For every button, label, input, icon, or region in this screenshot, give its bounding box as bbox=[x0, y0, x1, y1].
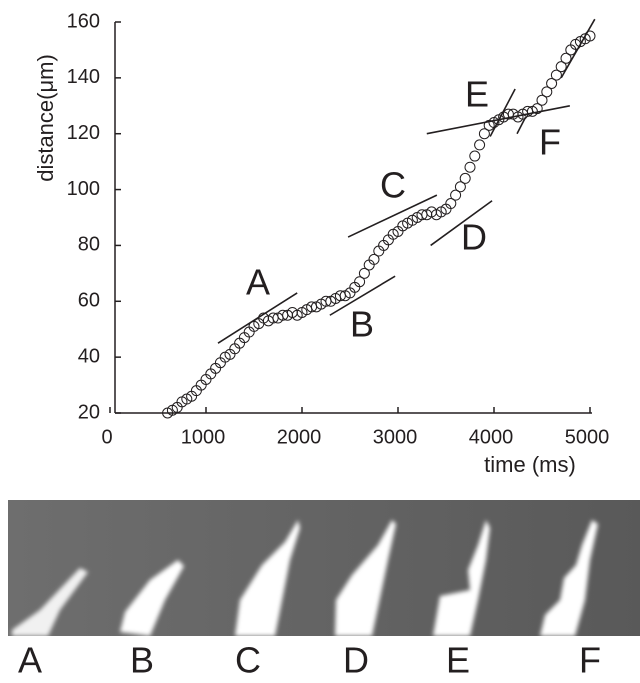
y-tick-label: 120 bbox=[67, 122, 100, 144]
x-tick-label: 1000 bbox=[181, 426, 226, 448]
data-point bbox=[464, 161, 476, 173]
y-tick-label: 60 bbox=[78, 290, 100, 312]
data-point bbox=[459, 172, 471, 184]
y-tick-label: 20 bbox=[78, 401, 100, 423]
y-axis-label: distance(μm) bbox=[33, 54, 58, 182]
data-point bbox=[541, 86, 553, 98]
x-tick-label: 5000 bbox=[565, 426, 610, 448]
plot: 20 40 60 80 100 120 140 160 0 1000 2000 3000 4000 500… bbox=[67, 10, 610, 448]
comet-shapes bbox=[12, 520, 598, 636]
y-tick-label: 40 bbox=[78, 345, 100, 367]
frame-label: A bbox=[18, 640, 42, 681]
x-tick-label: 0 bbox=[101, 426, 112, 448]
data-point bbox=[368, 253, 380, 265]
image-strip bbox=[8, 500, 640, 636]
fit-line bbox=[217, 292, 298, 344]
fit-line bbox=[430, 200, 493, 247]
annotation-letter: F bbox=[539, 122, 561, 163]
data-point bbox=[584, 30, 596, 42]
data-point bbox=[560, 52, 572, 64]
fit-line bbox=[329, 275, 396, 316]
y-tick-label: 140 bbox=[67, 66, 100, 88]
annotation-letter: E bbox=[465, 74, 489, 115]
data-point bbox=[555, 61, 567, 73]
data-point bbox=[546, 77, 558, 89]
fit-line bbox=[489, 88, 516, 137]
annotation-letter: C bbox=[380, 165, 406, 206]
data-point bbox=[354, 276, 366, 288]
x-tick-label: 2000 bbox=[277, 426, 322, 448]
data-point bbox=[474, 139, 486, 151]
x-axis-label: time (ms) bbox=[484, 452, 576, 477]
frame-label: D bbox=[343, 640, 369, 681]
frame-label: B bbox=[130, 640, 154, 681]
fit-line bbox=[516, 116, 527, 135]
data-point bbox=[536, 94, 548, 106]
y-tick-label: 100 bbox=[67, 178, 100, 200]
data-point bbox=[550, 69, 562, 81]
x-tick-label: 4000 bbox=[469, 426, 514, 448]
y-tick-label: 80 bbox=[78, 234, 100, 256]
frame-labels: A B C D E F bbox=[18, 640, 601, 681]
data-point bbox=[445, 198, 457, 210]
x-tick-label: 3000 bbox=[373, 426, 418, 448]
y-tick-label: 160 bbox=[67, 10, 100, 32]
data-point bbox=[531, 103, 543, 115]
annotation-letter: D bbox=[461, 217, 487, 258]
data-point bbox=[358, 267, 370, 279]
annotation-letter: B bbox=[350, 304, 374, 345]
data-point bbox=[469, 150, 481, 162]
fit-line bbox=[347, 194, 438, 238]
data-point bbox=[454, 181, 466, 193]
frame-label: E bbox=[446, 640, 470, 681]
strip-background bbox=[8, 500, 640, 636]
frame-label: C bbox=[235, 640, 261, 681]
data-point bbox=[450, 189, 462, 201]
annotation-letter: A bbox=[246, 262, 270, 303]
data-point bbox=[478, 128, 490, 140]
frame-label: F bbox=[579, 640, 601, 681]
